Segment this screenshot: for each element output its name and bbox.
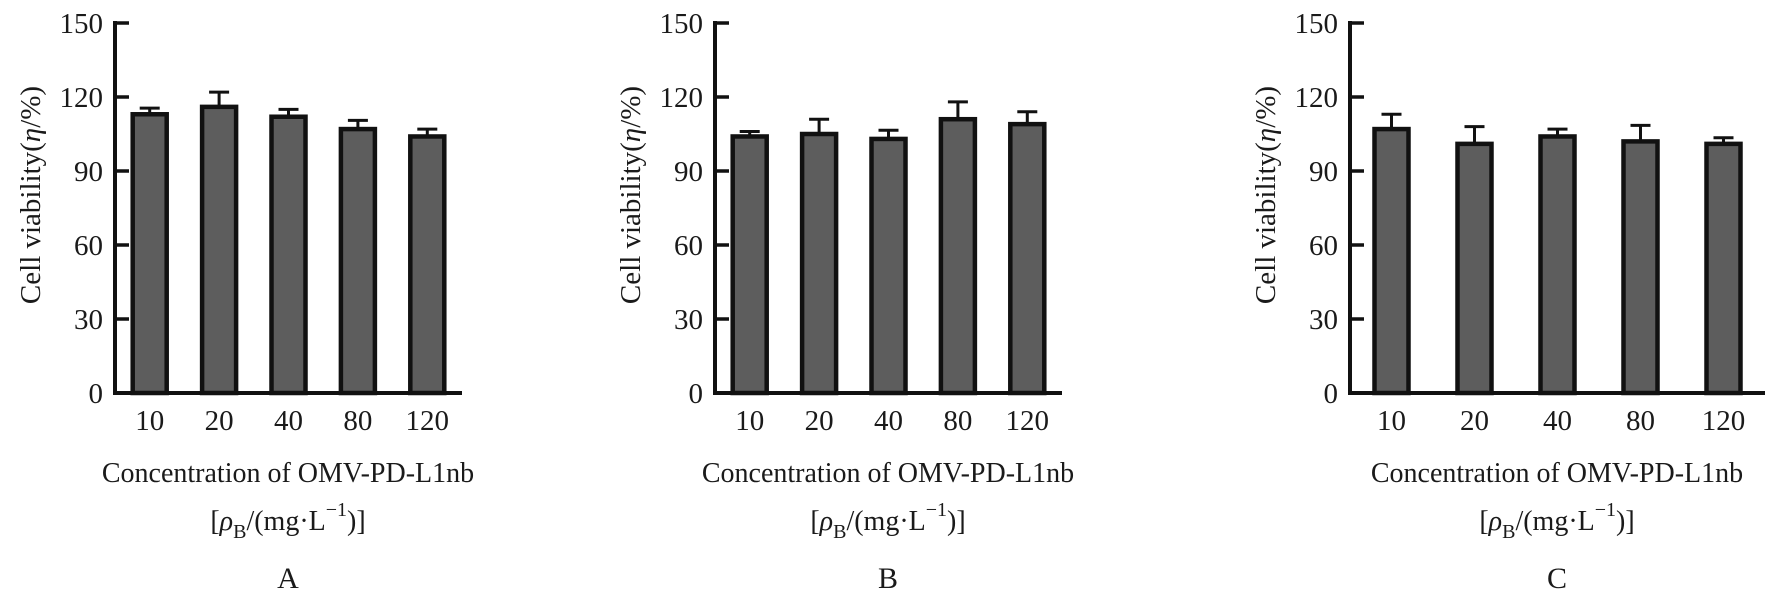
y-tick-label: 0 bbox=[1324, 378, 1339, 410]
y-tick-label: 90 bbox=[674, 156, 703, 188]
y-tick-label: 90 bbox=[1309, 156, 1338, 188]
chart-panel-b: Cell viability(η/%) Concentration of OMV… bbox=[615, 8, 1074, 595]
eta-symbol: η bbox=[615, 128, 647, 142]
x-axis-title-line2: [ρB/(mg·L−1)] bbox=[210, 499, 365, 543]
y-axis-title-text: Cell viability( bbox=[1250, 142, 1282, 304]
y-axis-title-text: Cell viability( bbox=[15, 142, 47, 304]
x-tick-label: 40 bbox=[1543, 405, 1572, 437]
x-axis-title-line1: Concentration of OMV-PD-L1nb bbox=[1371, 458, 1743, 489]
bar-120 bbox=[408, 134, 447, 396]
y-tick-label: 30 bbox=[1309, 304, 1338, 336]
panel-letter-b: B bbox=[878, 562, 898, 595]
chart-panel-a: Cell viability(η/%) Concentration of OMV… bbox=[15, 8, 474, 595]
bar-20 bbox=[199, 104, 239, 396]
rho-symbol: ρ bbox=[1488, 506, 1502, 537]
bar-120 bbox=[1704, 141, 1743, 396]
x-tick-label: 10 bbox=[135, 405, 164, 437]
x-tick-label: 40 bbox=[274, 405, 303, 437]
bar-40 bbox=[1538, 134, 1577, 396]
y-tick-label: 90 bbox=[74, 156, 103, 188]
x-tick-label: 10 bbox=[1377, 405, 1406, 437]
x-tick-label: 120 bbox=[406, 405, 450, 437]
y-axis-title-unit: /%) bbox=[1250, 86, 1282, 128]
bar-40 bbox=[269, 114, 308, 396]
x-tick-label: 20 bbox=[805, 405, 834, 437]
y-axis-title: Cell viability(η/%) bbox=[15, 86, 47, 304]
eta-symbol: η bbox=[15, 128, 47, 142]
y-axis-title: Cell viability(η/%) bbox=[1250, 86, 1282, 304]
y-tick-label: 60 bbox=[674, 230, 703, 262]
y-axis-title-unit: /%) bbox=[615, 86, 647, 128]
chart-panel-c: Cell viability(η/%) Concentration of OMV… bbox=[1250, 8, 1765, 595]
x-axis-title-line2: [ρB/(mg·L−1)] bbox=[1479, 499, 1634, 543]
x-tick-label: 80 bbox=[343, 405, 372, 437]
x-tick-label: 20 bbox=[1460, 405, 1489, 437]
bar-120 bbox=[1008, 121, 1047, 396]
rho-symbol: ρ bbox=[219, 506, 233, 537]
x-tick-label: 80 bbox=[1626, 405, 1655, 437]
bar-10 bbox=[130, 112, 169, 396]
x-tick-label: 40 bbox=[874, 405, 903, 437]
x-axis-title-line1: Concentration of OMV-PD-L1nb bbox=[702, 458, 1074, 489]
x-tick-label: 120 bbox=[1006, 405, 1050, 437]
y-axis-title: Cell viability(η/%) bbox=[615, 86, 647, 304]
y-tick-label: 60 bbox=[74, 230, 103, 262]
y-tick-label: 120 bbox=[1295, 82, 1339, 114]
bar-20 bbox=[1455, 141, 1494, 396]
x-tick-label: 80 bbox=[943, 405, 972, 437]
bar-10 bbox=[730, 134, 769, 396]
bar-10 bbox=[1372, 126, 1411, 396]
x-axis-title-line2: [ρB/(mg·L−1)] bbox=[810, 499, 965, 543]
y-tick-label: 30 bbox=[74, 304, 103, 336]
x-tick-label: 120 bbox=[1702, 405, 1746, 437]
y-axis-title-unit: /%) bbox=[15, 86, 47, 128]
x-tick-label: 10 bbox=[735, 405, 764, 437]
panel-letter-c: C bbox=[1547, 562, 1567, 595]
rho-symbol: ρ bbox=[819, 506, 833, 537]
eta-symbol: η bbox=[1250, 128, 1282, 142]
bar-80 bbox=[338, 126, 378, 396]
y-tick-label: 150 bbox=[1295, 8, 1339, 40]
x-axis-title-line1: Concentration of OMV-PD-L1nb bbox=[102, 458, 474, 489]
y-tick-label: 0 bbox=[689, 378, 704, 410]
bar-80 bbox=[1621, 139, 1660, 396]
y-tick-label: 150 bbox=[660, 8, 704, 40]
y-tick-label: 120 bbox=[660, 82, 704, 114]
bar-80 bbox=[938, 116, 978, 396]
y-tick-label: 0 bbox=[89, 378, 104, 410]
panel-letter-a: A bbox=[277, 562, 299, 595]
bar-20 bbox=[799, 131, 839, 396]
bar-40 bbox=[869, 136, 908, 396]
y-tick-label: 150 bbox=[60, 8, 104, 40]
y-tick-label: 120 bbox=[60, 82, 104, 114]
x-tick-label: 20 bbox=[205, 405, 234, 437]
y-tick-label: 60 bbox=[1309, 230, 1338, 262]
y-axis-title-text: Cell viability( bbox=[615, 142, 647, 304]
y-tick-label: 30 bbox=[674, 304, 703, 336]
